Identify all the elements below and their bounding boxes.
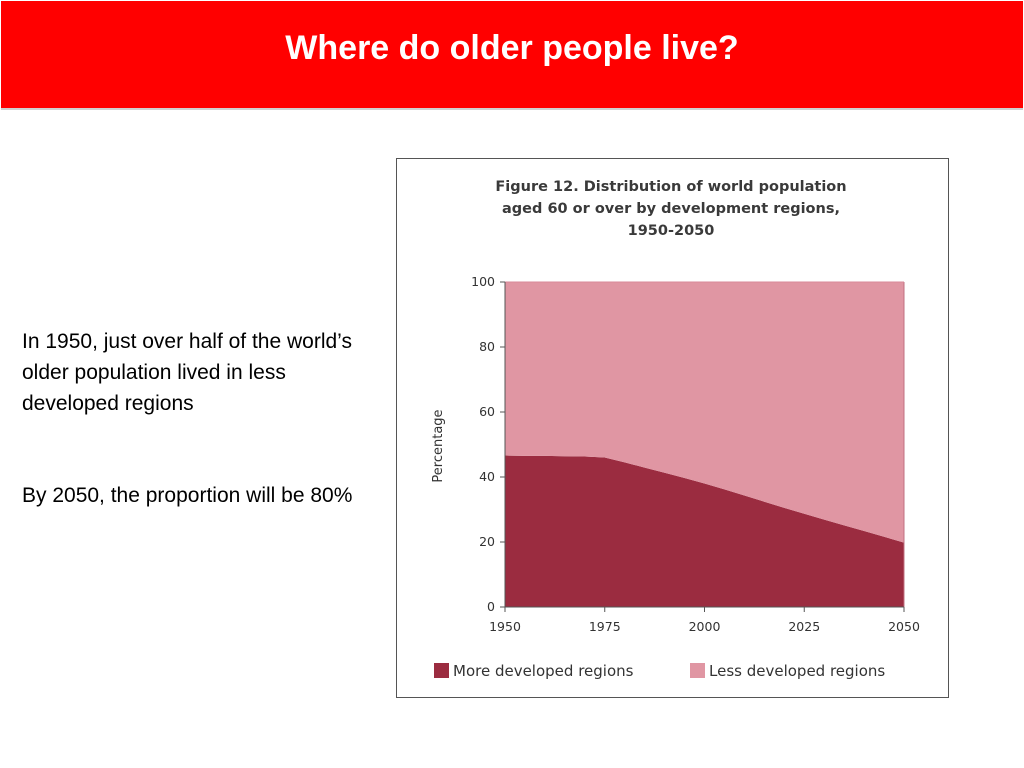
area-series-2 <box>505 282 904 543</box>
x-tick-label: 2000 <box>689 619 721 634</box>
y-tick-label: 100 <box>471 274 495 289</box>
y-tick-label: 20 <box>479 534 495 549</box>
y-tick-label: 80 <box>479 339 495 354</box>
title-bar: Where do older people live? <box>1 1 1023 110</box>
legend-swatch-1 <box>434 663 449 678</box>
slide-title: Where do older people live? <box>285 29 739 67</box>
y-tick-label: 40 <box>479 469 495 484</box>
chart-title-line-3: 1950-2050 <box>628 223 715 239</box>
x-tick-label: 2025 <box>788 619 820 634</box>
legend-swatch-2 <box>690 663 705 678</box>
figure-frame: Figure 12. Distribution of world populat… <box>396 158 949 698</box>
chart-legend: More developed regions Less developed reg… <box>434 662 885 680</box>
y-tick-label: 60 <box>479 404 495 419</box>
chart-title: Figure 12. Distribution of world populat… <box>495 179 846 239</box>
body-text-1950: In 1950, just over half of the world’s o… <box>22 330 352 415</box>
plot-areas <box>505 281 905 607</box>
chart-title-line-2: aged 60 or over by development regions, <box>502 201 840 217</box>
body-text-2050: By 2050, the proportion will be 80% <box>22 484 353 507</box>
x-tick-label: 1950 <box>489 619 521 634</box>
area-chart: Figure 12. Distribution of world populat… <box>431 179 920 680</box>
y-tick-label: 0 <box>487 599 495 614</box>
area-series-1 <box>505 455 904 607</box>
x-tick-label: 1975 <box>589 619 621 634</box>
y-axis-label: Percentage <box>431 409 446 482</box>
x-tick-label: 2050 <box>888 619 920 634</box>
legend-label-1: More developed regions <box>453 662 634 680</box>
chart-title-line-1: Figure 12. Distribution of world populat… <box>495 179 846 195</box>
axes: 0 20 40 60 80 100 1950 1975 2000 2025 2050 Percenta… <box>431 274 920 634</box>
legend-label-2: Less developed regions <box>709 662 885 680</box>
